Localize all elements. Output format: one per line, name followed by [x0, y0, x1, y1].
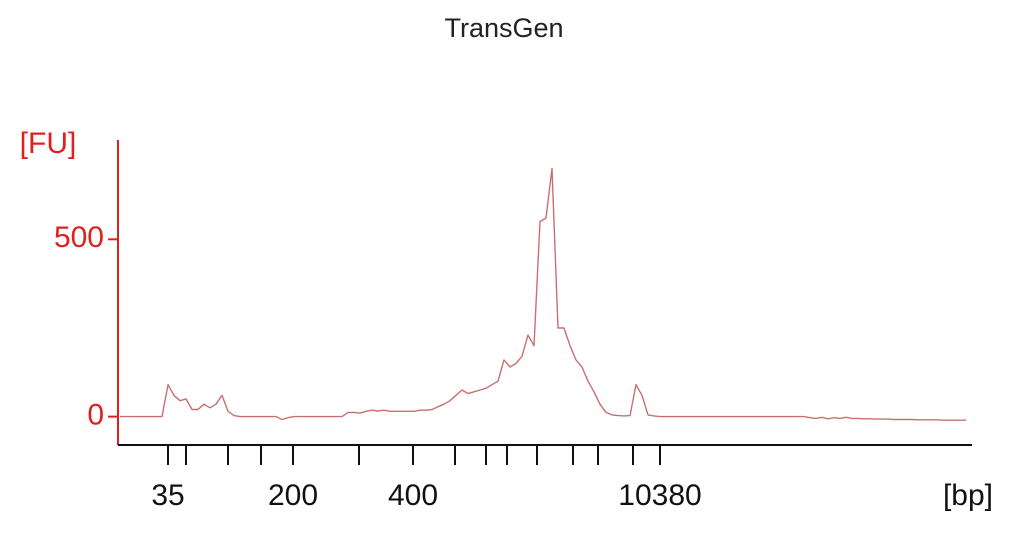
- y-axis-label: [FU]: [20, 127, 77, 160]
- y-tick-label: 0: [87, 399, 104, 432]
- x-tick-label: 10380: [618, 479, 701, 512]
- chart-title: TransGen: [444, 13, 563, 43]
- trace: [120, 167, 966, 421]
- x-tick-label: 400: [388, 479, 438, 512]
- x-tick-label: 35: [151, 479, 184, 512]
- y-tick-label: 500: [54, 221, 104, 254]
- x-tick-label: 200: [268, 479, 318, 512]
- x-axis-label: [bp]: [943, 479, 993, 512]
